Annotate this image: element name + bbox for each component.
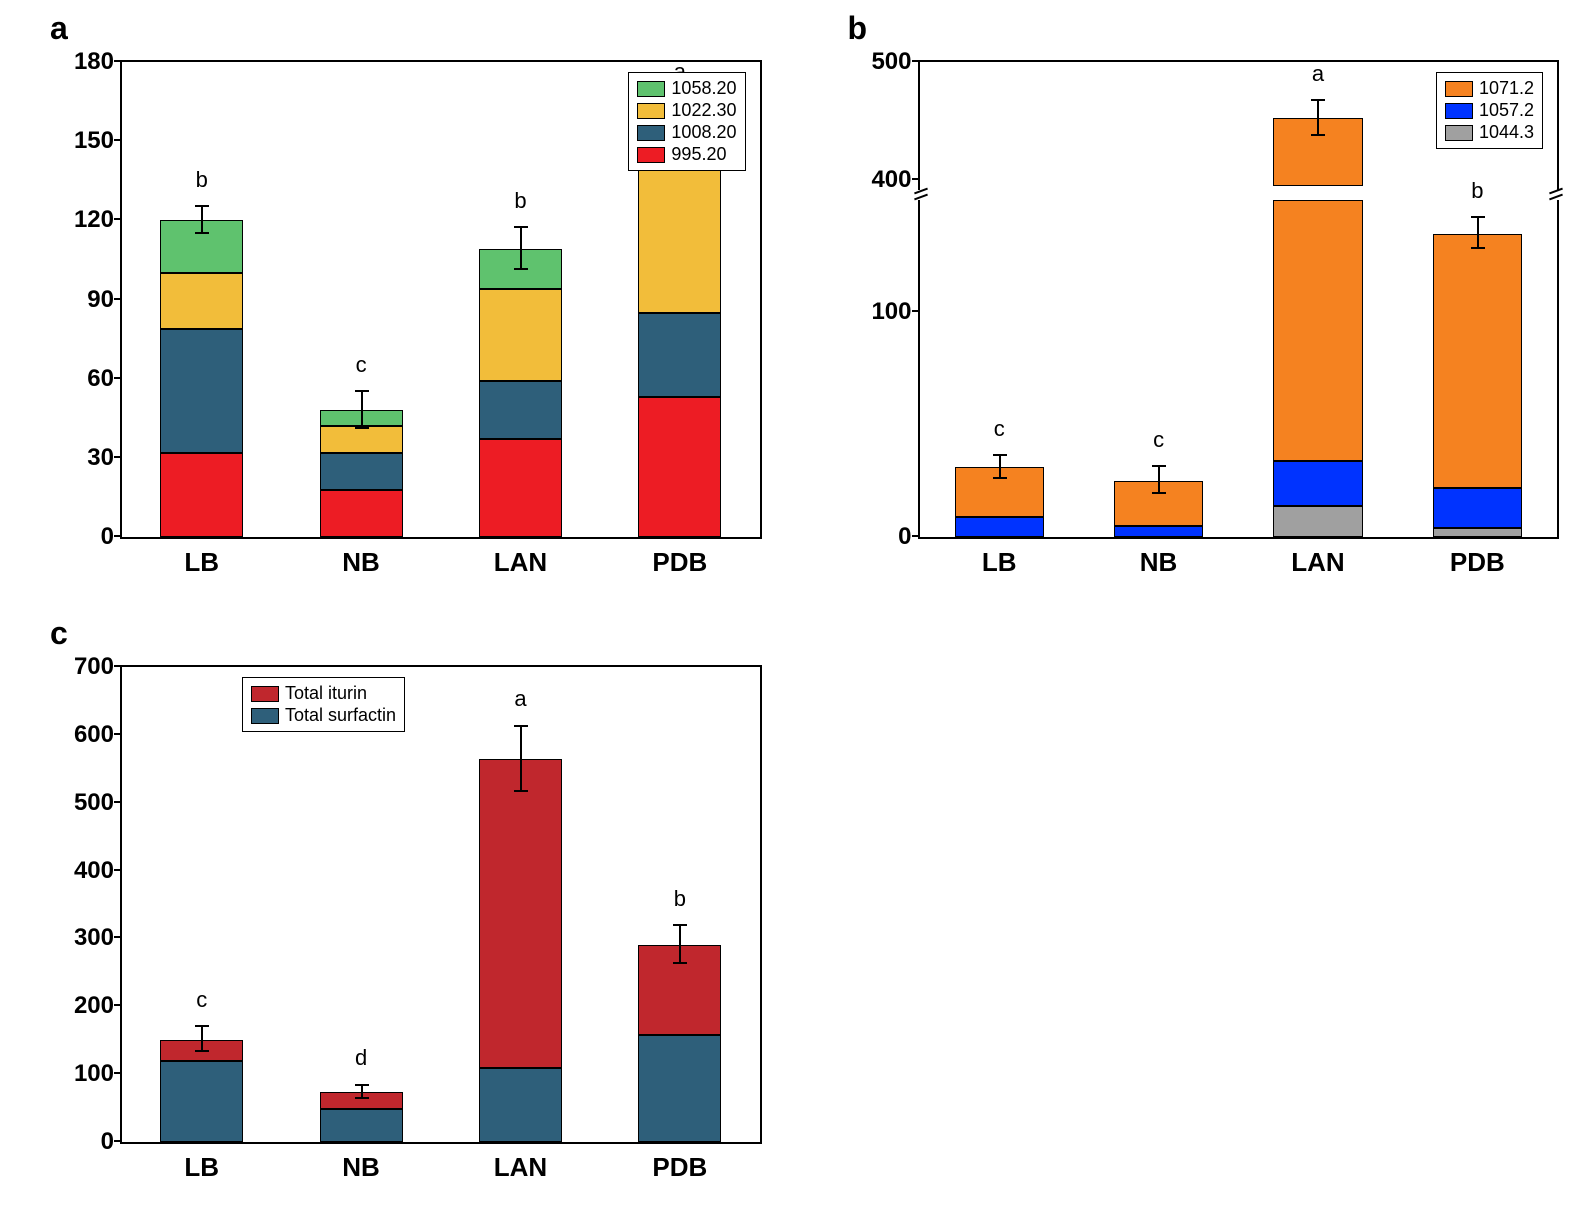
error-bar-wrap [1159, 62, 1160, 537]
axis-break [914, 190, 928, 200]
significance-label: c [1153, 427, 1164, 453]
panel-a-chart: Surfactin homologues (mg/L) 030609012015… [20, 20, 778, 595]
significance-label: c [994, 416, 1005, 442]
legend-item: 1071.2 [1445, 78, 1534, 99]
significance-label: c [196, 987, 207, 1013]
y-tick-label: 30 [87, 444, 114, 472]
legend-item: Total surfactin [251, 705, 396, 726]
legend-label: 1022.30 [671, 100, 736, 121]
error-bar-wrap [1318, 62, 1319, 537]
x-tick-label: PDB [652, 1152, 707, 1183]
legend-swatch [1445, 125, 1473, 141]
legend-swatch [1445, 103, 1473, 119]
legend-swatch [637, 81, 665, 97]
legend-item: Total iturin [251, 683, 396, 704]
y-tick-label: 0 [898, 523, 911, 551]
significance-label: b [1471, 178, 1483, 204]
y-tick-label: 400 [871, 166, 911, 194]
legend-label: 1044.3 [1479, 122, 1534, 143]
x-tick-label: LAN [1291, 547, 1344, 578]
y-tick-label: 200 [74, 992, 114, 1020]
y-tick-label: 100 [74, 1060, 114, 1088]
x-tick-label: LB [982, 547, 1017, 578]
legend: 1071.21057.21044.3 [1436, 72, 1543, 149]
significance-label: a [1312, 61, 1324, 87]
panel-a: a Surfactin homologues (mg/L) 0306090120… [20, 20, 778, 595]
y-tick-label: 500 [74, 789, 114, 817]
figure-grid: a Surfactin homologues (mg/L) 0306090120… [20, 20, 1575, 1200]
panel-a-label: a [50, 10, 68, 47]
legend-item: 1044.3 [1445, 122, 1534, 143]
y-tick-label: 0 [101, 523, 114, 551]
panel-b-label: b [848, 10, 868, 47]
error-bar-wrap [361, 62, 362, 537]
panel-b: b Iturin homologues (mg/L) 0100400500LBc… [818, 20, 1576, 595]
y-tick-label: 90 [87, 286, 114, 314]
legend-label: 1057.2 [1479, 100, 1534, 121]
panel-c-chart: Lipopeptides (mg/L) 01002003004005006007… [20, 625, 778, 1200]
significance-label: b [514, 188, 526, 214]
legend-label: 1008.20 [671, 122, 736, 143]
significance-label: d [355, 1045, 367, 1071]
legend: 1058.201022.301008.20995.20 [628, 72, 745, 171]
x-tick-label: LB [184, 547, 219, 578]
panel-c-plot-area: 0100200300400500600700LBcNBdLANaPDBbTota… [120, 665, 762, 1144]
legend-swatch [637, 125, 665, 141]
x-tick-label: NB [342, 547, 380, 578]
legend-swatch [1445, 81, 1473, 97]
significance-label: b [674, 886, 686, 912]
significance-label: c [356, 352, 367, 378]
x-tick-label: PDB [652, 547, 707, 578]
error-bar-wrap [520, 667, 521, 1142]
panel-c: c Lipopeptides (mg/L) 010020030040050060… [20, 625, 778, 1200]
y-tick-label: 150 [74, 127, 114, 155]
legend-label: Total iturin [285, 683, 367, 704]
empty-panel [818, 625, 1576, 1200]
x-tick-label: LB [184, 1152, 219, 1183]
legend-label: Total surfactin [285, 705, 396, 726]
y-tick-label: 60 [87, 365, 114, 393]
x-tick-label: PDB [1450, 547, 1505, 578]
legend-swatch [637, 147, 665, 163]
y-tick-label: 500 [871, 48, 911, 76]
legend: Total iturinTotal surfactin [242, 677, 405, 732]
y-tick-label: 120 [74, 206, 114, 234]
y-tick-label: 300 [74, 924, 114, 952]
panel-b-chart: Iturin homologues (mg/L) 0100400500LBcNB… [818, 20, 1576, 595]
y-tick-label: 100 [871, 298, 911, 326]
x-tick-label: NB [1140, 547, 1178, 578]
significance-label: b [196, 167, 208, 193]
axis-break [1549, 190, 1563, 200]
significance-label: a [514, 686, 526, 712]
legend-swatch [251, 708, 279, 724]
panel-a-plot-area: 0306090120150180LBbNBcLANbPDBa1058.20102… [120, 60, 762, 539]
legend-item: 1058.20 [637, 78, 736, 99]
y-tick-label: 180 [74, 48, 114, 76]
panel-c-label: c [50, 615, 68, 652]
legend-item: 1057.2 [1445, 100, 1534, 121]
y-tick-label: 400 [74, 857, 114, 885]
error-bar-wrap [202, 667, 203, 1142]
legend-item: 1022.30 [637, 100, 736, 121]
error-bar-wrap [202, 62, 203, 537]
y-tick-label: 700 [74, 653, 114, 681]
error-bar-wrap [999, 62, 1000, 537]
legend-label: 1058.20 [671, 78, 736, 99]
y-tick-label: 0 [101, 1128, 114, 1156]
legend-item: 1008.20 [637, 122, 736, 143]
legend-label: 995.20 [671, 144, 726, 165]
x-tick-label: LAN [494, 547, 547, 578]
x-tick-label: NB [342, 1152, 380, 1183]
y-tick-label: 600 [74, 721, 114, 749]
error-bar-wrap [520, 62, 521, 537]
legend-label: 1071.2 [1479, 78, 1534, 99]
panel-b-plot-area: 0100400500LBcNBcLANaPDBb1071.21057.21044… [918, 60, 1560, 539]
legend-swatch [637, 103, 665, 119]
legend-item: 995.20 [637, 144, 736, 165]
legend-swatch [251, 686, 279, 702]
x-tick-label: LAN [494, 1152, 547, 1183]
